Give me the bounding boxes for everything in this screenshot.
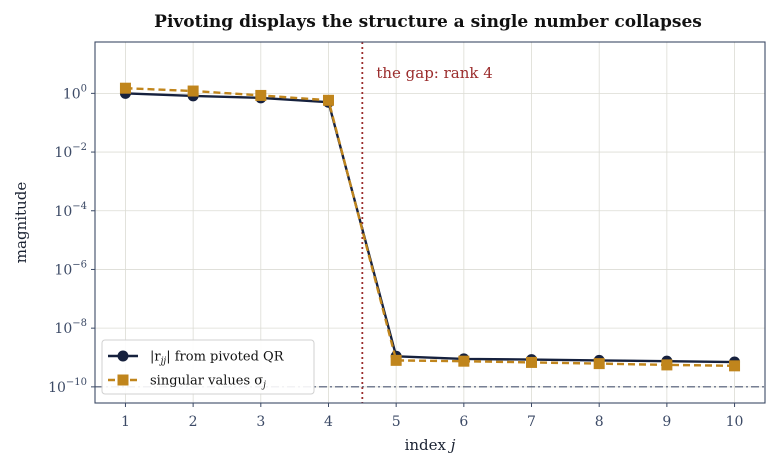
legend-swatch-marker bbox=[117, 350, 129, 362]
data-point bbox=[729, 360, 741, 372]
y-tick-label: 10−4 bbox=[54, 201, 87, 220]
x-tick-label: 4 bbox=[324, 414, 333, 430]
legend: |rjj| from pivoted QR singular values σj bbox=[101, 339, 315, 395]
y-axis-label: magnitude bbox=[12, 182, 30, 264]
reference-lines bbox=[95, 42, 765, 403]
plot-frame bbox=[94, 41, 766, 404]
legend-label: singular values σj bbox=[150, 374, 266, 391]
x-tick-label: 7 bbox=[527, 414, 536, 430]
data-point bbox=[322, 94, 334, 106]
series-group bbox=[119, 82, 741, 372]
data-point bbox=[526, 356, 538, 368]
x-tick-label: 6 bbox=[459, 414, 468, 430]
data-point bbox=[458, 355, 470, 367]
series-line-1 bbox=[125, 87, 735, 367]
data-point bbox=[390, 354, 402, 366]
x-tick-label: 3 bbox=[256, 414, 265, 430]
y-tick-label: 10−10 bbox=[48, 377, 87, 396]
y-tick-label: 100 bbox=[63, 83, 87, 102]
legend-swatch-marker bbox=[117, 374, 129, 386]
series-line-0 bbox=[125, 92, 735, 364]
legend-box bbox=[101, 339, 315, 395]
x-tick-label: 9 bbox=[662, 414, 671, 430]
data-point bbox=[187, 85, 199, 97]
data-point bbox=[593, 358, 605, 370]
x-tick-label: 2 bbox=[189, 414, 198, 430]
x-tick-label: 5 bbox=[392, 414, 401, 430]
data-point bbox=[661, 359, 673, 371]
x-tick-label: 10 bbox=[726, 414, 744, 430]
y-axis: 100 10−2 10−4 10−6 10−8 10−10 bbox=[48, 83, 95, 396]
gap-annotation: the gap: rank 4 bbox=[376, 64, 492, 82]
x-tick-label: 8 bbox=[595, 414, 604, 430]
chart-title: Pivoting displays the structure a single… bbox=[154, 12, 702, 32]
y-tick-label: 10−6 bbox=[54, 259, 87, 278]
y-tick-label: 10−2 bbox=[54, 142, 87, 161]
grid bbox=[95, 42, 765, 403]
data-point bbox=[119, 82, 131, 94]
data-point bbox=[255, 89, 267, 101]
y-tick-label: 10−8 bbox=[54, 318, 87, 337]
x-axis: 1 2 3 4 5 6 7 8 9 10 bbox=[121, 403, 743, 430]
x-tick-label: 1 bbox=[121, 414, 130, 430]
x-axis-label: index j bbox=[405, 436, 456, 454]
legend-label: |rjj| from pivoted QR bbox=[150, 350, 285, 367]
